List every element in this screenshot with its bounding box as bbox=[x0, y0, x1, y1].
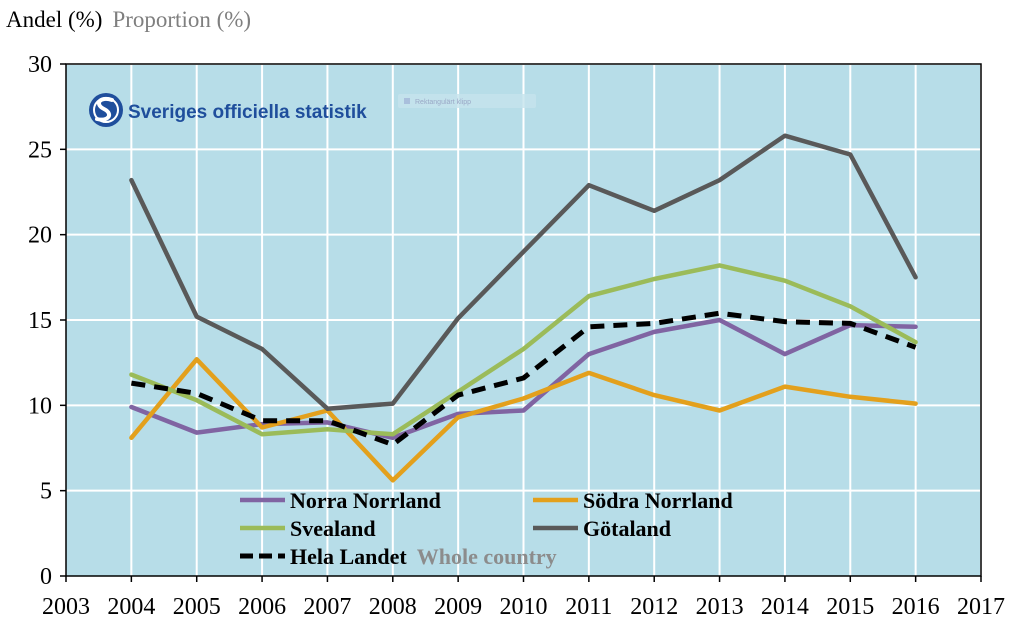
legend-label-main: Svealand bbox=[290, 516, 376, 541]
y-tick-label: 10 bbox=[28, 393, 52, 419]
legend-item: Götaland bbox=[533, 516, 671, 541]
x-tick-label: 2007 bbox=[303, 594, 351, 620]
x-tick-label: 2006 bbox=[238, 594, 286, 620]
x-tick-label: 2013 bbox=[696, 594, 744, 620]
y-tick-label: 0 bbox=[40, 564, 52, 590]
y-tick-label: 30 bbox=[28, 52, 52, 78]
sos-logo: Sveriges officiella statistik bbox=[89, 93, 367, 127]
x-tick-label: 2010 bbox=[500, 594, 548, 620]
legend-label-sub: Whole country bbox=[417, 544, 557, 569]
legend-label: Södra Norrland bbox=[583, 488, 733, 513]
legend-label: Norra Norrland bbox=[290, 488, 441, 513]
snip-icon bbox=[404, 98, 410, 104]
x-tick-label: 2004 bbox=[107, 594, 155, 620]
legend-item: Södra Norrland bbox=[533, 488, 733, 513]
series-line-hela-landet bbox=[131, 310, 917, 448]
snip-widget-label: Rektangulärt klipp bbox=[415, 99, 471, 106]
legend-item: Norra Norrland bbox=[240, 488, 441, 513]
x-tick-label: 2017 bbox=[957, 594, 1005, 620]
snip-widget[interactable]: Rektangulärt klipp bbox=[398, 94, 536, 108]
y-tick-label: 20 bbox=[28, 223, 52, 249]
series-line-norra-norrland bbox=[129, 317, 918, 441]
x-tick-label: 2016 bbox=[892, 594, 940, 620]
x-tick-label: 2009 bbox=[434, 594, 482, 620]
x-tick-label: 2015 bbox=[826, 594, 874, 620]
y-tick-label: 25 bbox=[28, 137, 52, 163]
x-tick-label: 2008 bbox=[369, 594, 417, 620]
legend-item: Svealand bbox=[240, 516, 376, 541]
series-line-svealand bbox=[129, 263, 918, 437]
x-tick-label: 2003 bbox=[42, 594, 90, 620]
legend-label-main: Norra Norrland bbox=[290, 488, 441, 513]
x-tick-label: 2011 bbox=[565, 594, 612, 620]
legend-label-main: Götaland bbox=[583, 516, 671, 541]
legend-label: Götaland bbox=[583, 516, 671, 541]
y-axis-label: Andel (%) Proportion (%) bbox=[6, 7, 251, 32]
y-tick-label: 15 bbox=[28, 308, 52, 334]
legend-label: Svealand bbox=[290, 516, 376, 541]
y-axis-label-sub: Proportion (%) bbox=[112, 7, 251, 32]
x-tick-label: 2012 bbox=[630, 594, 678, 620]
series-line-sodra-norrland bbox=[129, 357, 918, 483]
sos-logo-text: Sveriges officiella statistik bbox=[128, 102, 367, 123]
legend-label: Hela Landet Whole country bbox=[290, 544, 557, 569]
legend-item: Hela Landet Whole country bbox=[240, 544, 557, 569]
legend-label-main: Södra Norrland bbox=[583, 488, 733, 513]
x-tick-label: 2005 bbox=[173, 594, 221, 620]
y-tick-label: 5 bbox=[40, 479, 52, 505]
legend-label-main: Hela Landet bbox=[290, 544, 407, 569]
y-axis-label-main: Andel (%) bbox=[6, 7, 102, 32]
x-tick-label: 2014 bbox=[761, 594, 809, 620]
series-line-gotaland bbox=[129, 133, 918, 411]
